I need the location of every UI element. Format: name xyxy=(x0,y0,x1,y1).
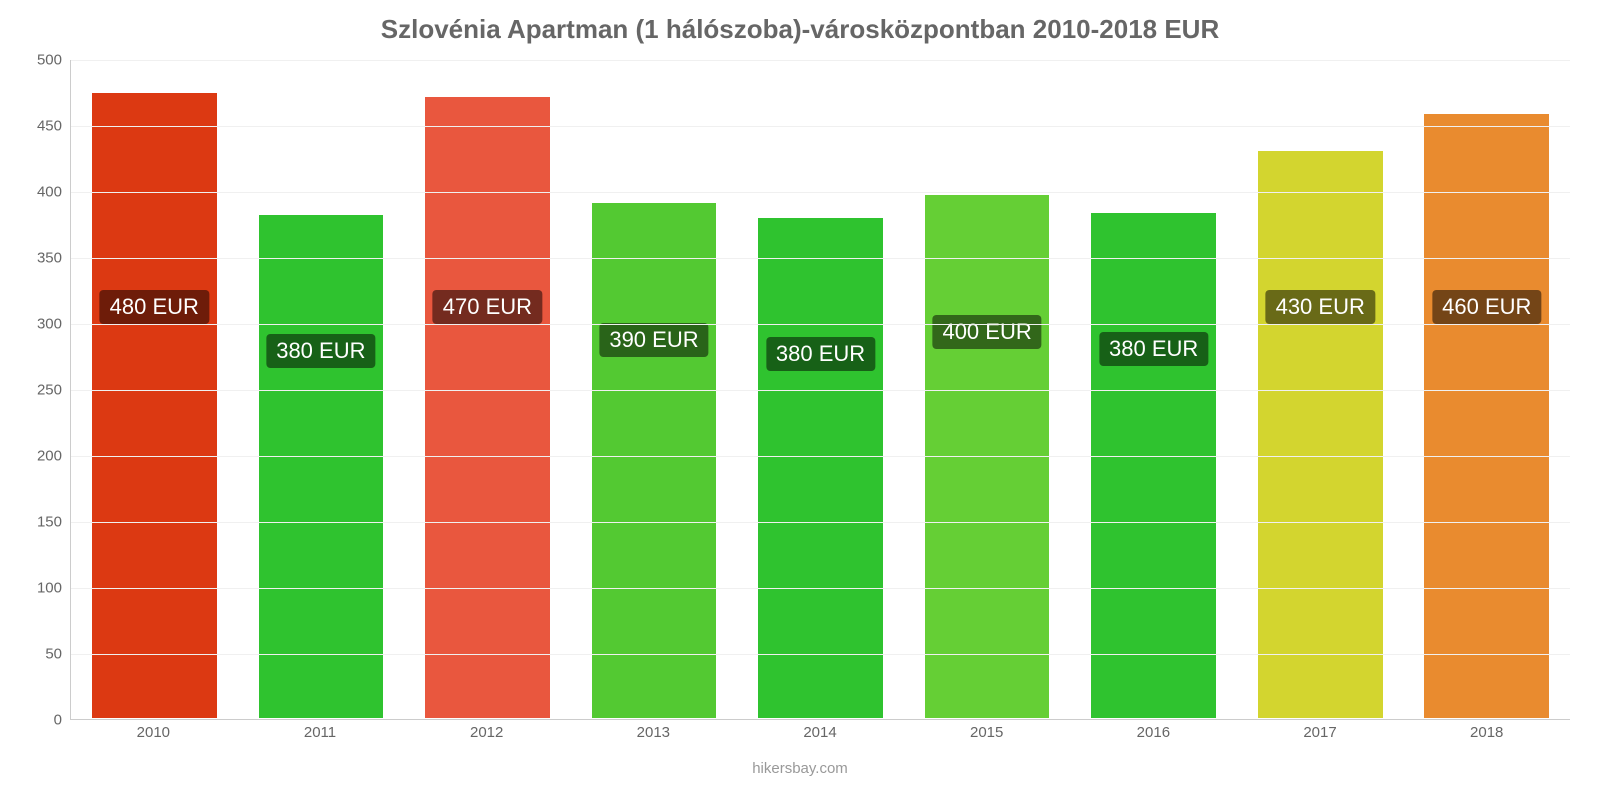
bar xyxy=(757,217,884,719)
bar-chart: Szlovénia Apartman (1 hálószoba)-városkö… xyxy=(0,0,1600,800)
x-tick-label: 2018 xyxy=(1403,724,1570,741)
bar-value-label: 480 EUR xyxy=(100,290,209,324)
grid-line xyxy=(71,192,1570,193)
y-tick-label: 450 xyxy=(12,118,62,135)
y-tick-label: 50 xyxy=(12,646,62,663)
grid-line xyxy=(71,522,1570,523)
bar-value-label: 380 EUR xyxy=(266,334,375,368)
y-tick-label: 350 xyxy=(12,250,62,267)
chart-title: Szlovénia Apartman (1 hálószoba)-városkö… xyxy=(0,0,1600,51)
grid-line xyxy=(71,456,1570,457)
bar xyxy=(591,202,718,719)
x-tick-label: 2011 xyxy=(237,724,404,741)
grid-line xyxy=(71,654,1570,655)
grid-line xyxy=(71,390,1570,391)
y-tick-label: 0 xyxy=(12,712,62,729)
bar-value-label: 380 EUR xyxy=(766,337,875,371)
grid-line xyxy=(71,258,1570,259)
y-tick-label: 400 xyxy=(12,184,62,201)
bar xyxy=(424,96,551,719)
x-tick-label: 2014 xyxy=(737,724,904,741)
x-tick-label: 2015 xyxy=(903,724,1070,741)
x-tick-label: 2016 xyxy=(1070,724,1237,741)
x-tick-label: 2012 xyxy=(403,724,570,741)
bar xyxy=(1257,150,1384,719)
bar-value-label: 470 EUR xyxy=(433,290,542,324)
y-tick-label: 250 xyxy=(12,382,62,399)
y-tick-label: 100 xyxy=(12,580,62,597)
grid-line xyxy=(71,588,1570,589)
y-tick-label: 150 xyxy=(12,514,62,531)
bar xyxy=(1090,212,1217,719)
x-tick-label: 2010 xyxy=(70,724,237,741)
y-tick-label: 200 xyxy=(12,448,62,465)
footer-credit: hikersbay.com xyxy=(0,760,1600,777)
bar xyxy=(258,214,385,719)
grid-line xyxy=(71,60,1570,61)
bar-value-label: 400 EUR xyxy=(932,315,1041,349)
plot-area: 480 EUR 380 EUR 470 EUR 390 EUR 380 EUR 400 E… xyxy=(70,60,1570,720)
bar-value-label: 390 EUR xyxy=(599,323,708,357)
x-axis-labels: 201020112012201320142015201620172018 xyxy=(70,724,1570,741)
bar-value-label: 380 EUR xyxy=(1099,332,1208,366)
bar-value-label: 460 EUR xyxy=(1432,290,1541,324)
bar xyxy=(91,92,218,719)
y-tick-label: 300 xyxy=(12,316,62,333)
bar-value-label: 430 EUR xyxy=(1266,290,1375,324)
x-tick-label: 2017 xyxy=(1237,724,1404,741)
grid-line xyxy=(71,324,1570,325)
x-tick-label: 2013 xyxy=(570,724,737,741)
y-tick-label: 500 xyxy=(12,52,62,69)
bar xyxy=(1423,113,1550,719)
grid-line xyxy=(71,126,1570,127)
